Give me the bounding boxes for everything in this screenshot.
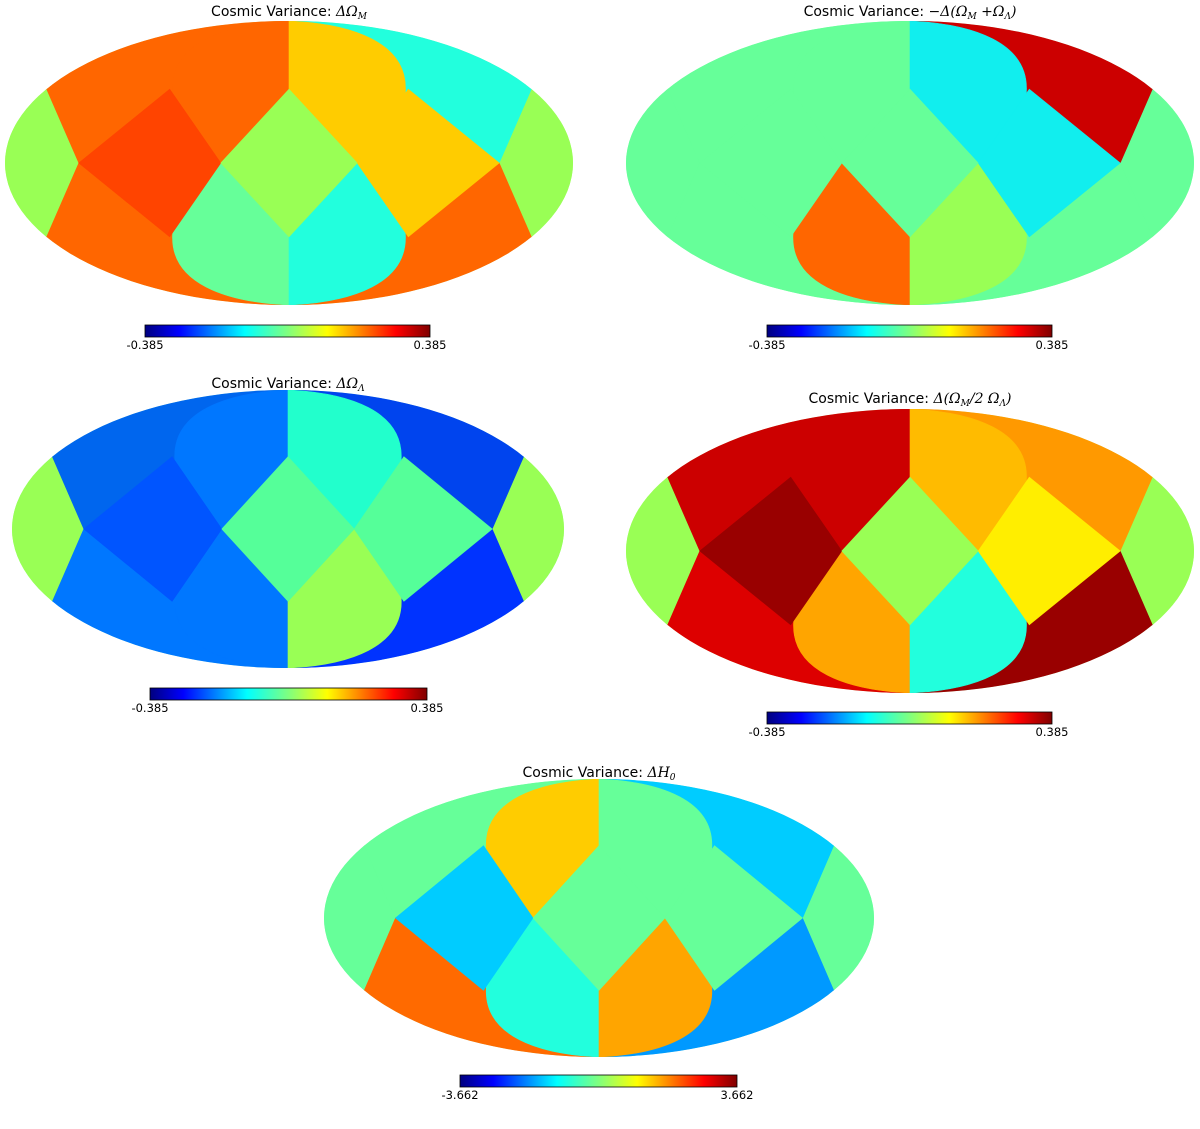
title-symbol: ΔH <box>646 765 670 781</box>
title-symbol: ΔΩ <box>335 376 358 392</box>
colorbar-gradient <box>144 324 431 338</box>
title-symbol: ΔΩ <box>335 4 358 20</box>
title-subscript: M <box>357 12 368 22</box>
map-panel-dH0: Cosmic Variance: ΔH0 -3.662 3.662 <box>324 765 874 1102</box>
map-title: Cosmic Variance: ΔΩM <box>211 4 368 22</box>
mollweide-map <box>626 409 1194 693</box>
colorbar-max-label: 0.385 <box>411 701 444 715</box>
map-panel-dOm: Cosmic Variance: ΔΩM -0.385 0.385 <box>5 4 573 352</box>
map-region-center <box>841 476 979 626</box>
map-region-center <box>221 456 355 602</box>
colorbar-min-label: -0.385 <box>748 338 785 352</box>
title-text: Cosmic Variance: <box>808 391 933 407</box>
map-title: Cosmic Variance: ΔΩΛ <box>211 376 365 394</box>
colorbar-min-label: -0.385 <box>126 338 163 352</box>
colorbar-gradient <box>766 711 1053 725</box>
title-subscript-2: Λ <box>1003 12 1011 22</box>
title-subscript: M <box>966 12 977 22</box>
mollweide-map <box>324 779 874 1057</box>
colorbar: -0.385 0.385 <box>748 711 1069 739</box>
colorbar-min-label: -3.662 <box>441 1088 478 1102</box>
title-subscript: 0 <box>670 773 676 783</box>
title-text: Cosmic Variance: <box>804 4 929 20</box>
title-end: ) <box>1010 4 1016 20</box>
map-panel-dOl: Cosmic Variance: ΔΩΛ -0.385 0.385 <box>12 376 564 715</box>
mollweide-map <box>5 21 573 305</box>
mollweide-map <box>626 21 1194 305</box>
colorbar-min-label: -0.385 <box>748 725 785 739</box>
map-title: Cosmic Variance: Δ(ΩM/2 ΩΛ) <box>808 391 1011 409</box>
title-subscript: M <box>960 399 971 409</box>
title-symbol: Δ(Ω <box>932 391 961 407</box>
title-tail: +Ω <box>977 4 1005 20</box>
colorbar-gradient <box>459 1074 738 1088</box>
colorbar: -0.385 0.385 <box>126 324 447 352</box>
colorbar: -0.385 0.385 <box>748 324 1069 352</box>
map-region-center <box>532 845 666 991</box>
colorbar-max-label: 0.385 <box>414 338 447 352</box>
title-text: Cosmic Variance: <box>522 765 647 781</box>
colorbar-min-label: -0.385 <box>131 701 168 715</box>
title-subscript: Λ <box>357 384 365 394</box>
mollweide-map <box>12 390 564 668</box>
map-title: Cosmic Variance: ΔH0 <box>522 765 675 783</box>
colorbar-max-label: 0.385 <box>1036 725 1069 739</box>
colorbar-max-label: 3.662 <box>721 1088 754 1102</box>
title-text: Cosmic Variance: <box>211 4 336 20</box>
map-title: Cosmic Variance: −Δ(ΩM +ΩΛ) <box>804 4 1017 22</box>
title-end: ) <box>1005 391 1011 407</box>
title-text: Cosmic Variance: <box>211 376 336 392</box>
map-region-center <box>220 88 358 238</box>
colorbar: -3.662 3.662 <box>441 1074 754 1102</box>
colorbar: -0.385 0.385 <box>131 687 444 715</box>
map-panel-dOmOl: Cosmic Variance: −Δ(ΩM +ΩΛ) -0.385 0.385 <box>626 4 1194 352</box>
map-region-center <box>841 88 979 238</box>
colorbar-max-label: 0.385 <box>1036 338 1069 352</box>
colorbar-gradient <box>766 324 1053 338</box>
title-tail: /2 Ω <box>968 391 1000 407</box>
colorbar-gradient <box>149 687 428 701</box>
map-panel-dOm2Ol: Cosmic Variance: Δ(ΩM/2 ΩΛ) -0.385 0.385 <box>626 391 1194 739</box>
title-symbol: −Δ(Ω <box>929 4 968 20</box>
title-subscript-2: Λ <box>999 399 1007 409</box>
